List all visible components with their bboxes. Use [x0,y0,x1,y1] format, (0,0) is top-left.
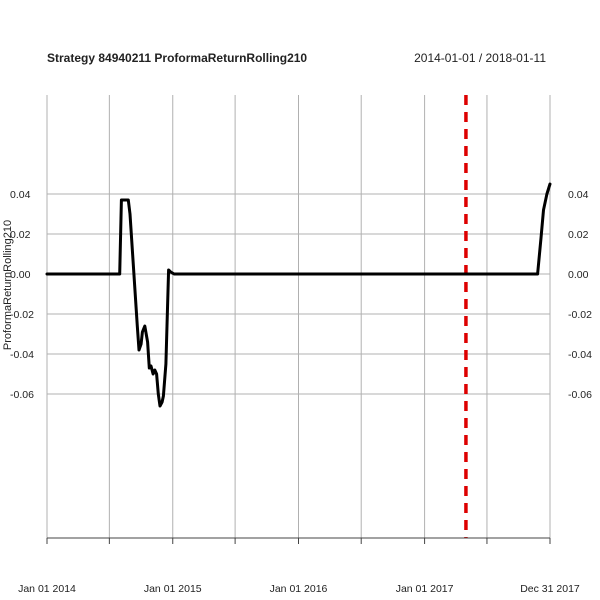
y-tick-label-left: 0.00 [10,269,31,281]
grid-layer [46,95,551,538]
y-tick-label-left: -0.02 [10,309,34,321]
date-range-label: 2014-01-01 / 2018-01-11 [414,51,546,65]
y-tick-label-right: -0.04 [568,349,592,361]
y-tick-label-left: 0.02 [10,229,31,241]
x-tick-label: Jan 01 2014 [18,583,76,595]
y-tick-label-left: -0.04 [10,349,34,361]
y-tick-label-right: 0.02 [568,229,589,241]
y-tick-label-right: 0.04 [568,189,589,201]
x-tick-label: Jan 01 2015 [144,583,202,595]
y-tick-label-left: -0.06 [10,389,34,401]
chart-title: Strategy 84940211 ProformaReturnRolling2… [47,51,307,65]
x-tick-label: Dec 31 2017 [520,583,580,595]
series-layer [45,182,552,408]
y-tick-label-left: 0.04 [10,189,31,201]
series-line [45,182,552,408]
x-tick-label: Jan 01 2017 [396,583,454,595]
axis-layer: 0.04 0.04 0.02 0.02 0.00 0.00 -0.02 -0.02 -0.04 -… [10,189,592,595]
x-tick-label: Jan 01 2016 [270,583,328,595]
y-tick-label-right: 0.00 [568,269,589,281]
y-axis-label: ProformaReturnRolling210 [2,220,14,350]
y-tick-label-right: -0.06 [568,389,592,401]
y-tick-label-right: -0.02 [568,309,592,321]
